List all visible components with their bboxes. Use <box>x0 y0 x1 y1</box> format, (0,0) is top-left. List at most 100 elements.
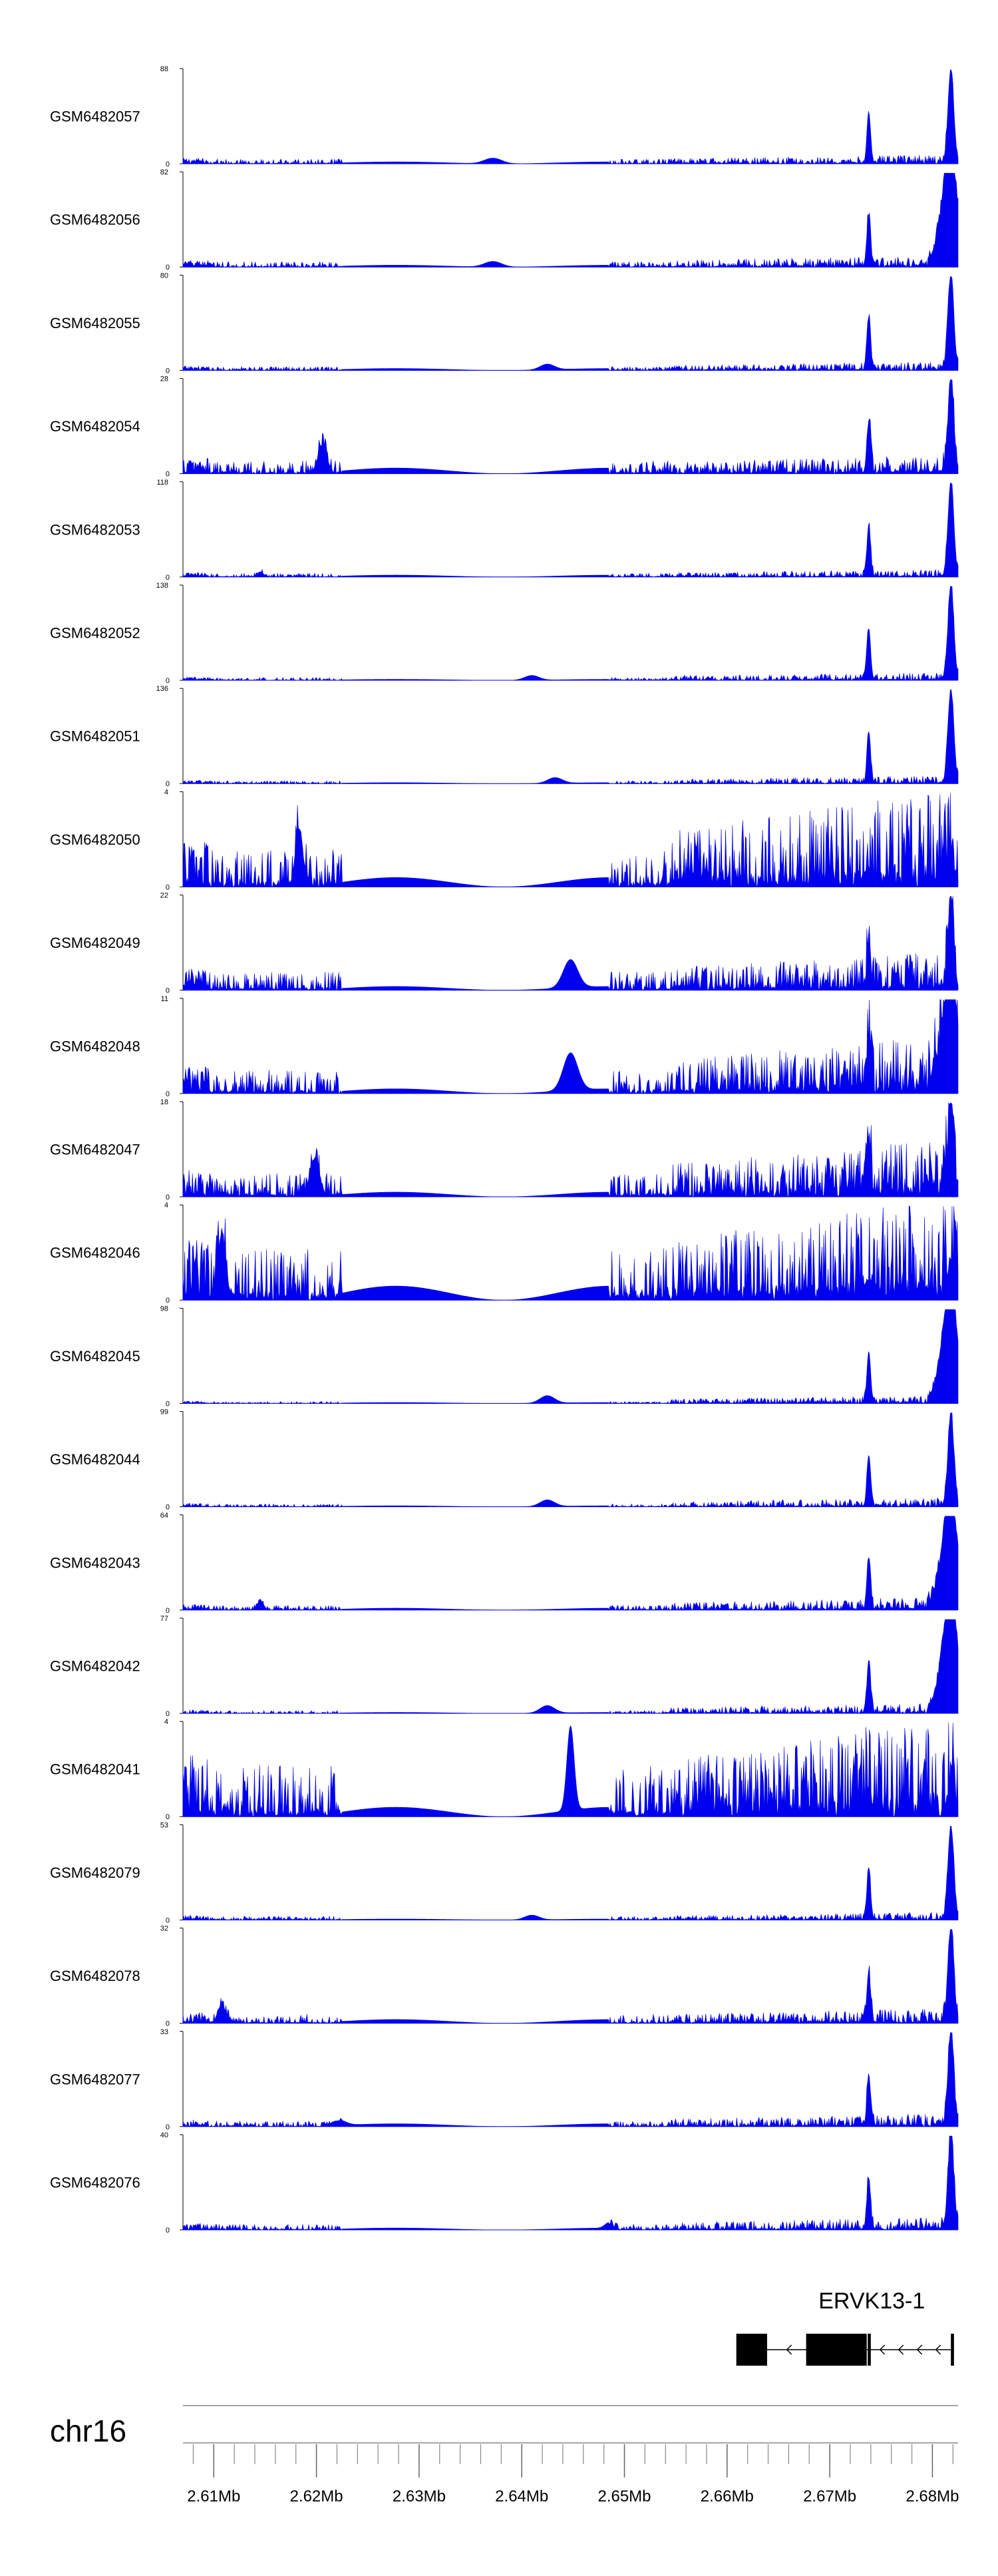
track-ymax-label: 40 <box>160 2131 168 2139</box>
gene-exon <box>868 2334 871 2366</box>
track-gsm6482051: 136 0 GSM6482051 <box>50 685 959 788</box>
track-label: GSM6482055 <box>50 315 140 331</box>
coverage-area <box>182 1102 959 1197</box>
track-ymin-label: 0 <box>166 1090 170 1098</box>
coverage-area <box>182 2135 959 2231</box>
track-ymin-label: 0 <box>166 1607 170 1615</box>
track-ymax-label: 99 <box>160 1408 168 1416</box>
track-ymax-label: 32 <box>160 1925 168 1933</box>
gene-exon <box>736 2334 767 2366</box>
track-ymax-label: 28 <box>160 375 168 383</box>
track-label: GSM6482079 <box>50 1864 140 1881</box>
coverage-area <box>182 69 959 164</box>
track-label: GSM6482077 <box>50 2071 140 2087</box>
track-gsm6482045: 98 0 GSM6482045 <box>50 1305 959 1408</box>
track-ymin-label: 0 <box>166 1400 170 1408</box>
track-gsm6482044: 99 0 GSM6482044 <box>50 1408 959 1512</box>
coverage-area <box>182 1723 959 1817</box>
track-ymin-label: 0 <box>166 471 170 479</box>
track-ymin-label: 0 <box>166 1813 170 1821</box>
axis-tick-label: 2.66Mb <box>701 2487 754 2505</box>
axis-tick-label: 2.61Mb <box>187 2487 240 2505</box>
coverage-area <box>182 1516 959 1611</box>
track-ymax-label: 118 <box>156 479 168 487</box>
coverage-area <box>182 1929 959 2024</box>
track-gsm6482050: 4 0 GSM6482050 <box>50 788 959 891</box>
gene-exon <box>806 2334 867 2366</box>
track-ymin-label: 0 <box>166 883 170 891</box>
genome-axis-track: chr16 2.61Mb 2.62Mb 2.63Mb 2.64Mb 2.65Mb 2.66… <box>50 2405 959 2505</box>
track-ymin-label: 0 <box>166 2123 170 2131</box>
track-gsm6482077: 33 0 GSM6482077 <box>50 2028 959 2131</box>
track-gsm6482076: 40 0 GSM6482076 <box>50 2131 959 2235</box>
track-ymax-label: 18 <box>160 1098 168 1106</box>
track-ymin-label: 0 <box>166 574 170 582</box>
coverage-tracks: 880GSM6482057820GSM6482056800GSM64820552… <box>50 65 959 2235</box>
track-gsm6482079: 53 0 GSM6482079 <box>50 1821 959 1924</box>
coverage-area <box>182 793 959 888</box>
track-label: GSM6482053 <box>50 521 140 538</box>
strand-arrow <box>916 2344 923 2355</box>
track-ymax-label: 4 <box>164 788 168 796</box>
coverage-area <box>182 689 959 785</box>
track-ymax-label: 22 <box>160 892 168 900</box>
coverage-area <box>182 276 959 371</box>
coverage-area <box>182 586 959 682</box>
axis-tick-label: 2.62Mb <box>290 2487 343 2505</box>
track-label: GSM6482048 <box>50 1038 140 1054</box>
strand-arrow <box>935 2344 941 2355</box>
track-gsm6482048: 11 0 GSM6482048 <box>50 995 959 1098</box>
track-gsm6482047: 18 0 GSM6482047 <box>50 1098 959 1201</box>
coverage-area <box>182 896 959 991</box>
track-gsm6482041: 4 0 GSM6482041 <box>50 1718 959 1821</box>
track-ymin-label: 0 <box>166 1297 170 1305</box>
track-label: GSM6482042 <box>50 1658 140 1675</box>
track-gsm6482042: 77 0 GSM6482042 <box>50 1615 959 1718</box>
coverage-area <box>182 2032 959 2127</box>
track-ymin-label: 0 <box>166 1916 170 1924</box>
track-ymin-label: 0 <box>166 987 170 995</box>
track-label: GSM6482052 <box>50 625 140 642</box>
axis-tick-label: 2.64Mb <box>495 2487 548 2505</box>
track-gsm6482046: 4 0 GSM6482046 <box>50 1201 959 1305</box>
track-ymax-label: 4 <box>164 1201 168 1209</box>
strand-arrow <box>898 2344 904 2355</box>
track-ymax-label: 4 <box>164 1718 168 1726</box>
gene-exon <box>951 2334 954 2366</box>
track-ymin-label: 0 <box>166 1710 170 1718</box>
track-ymax-label: 98 <box>160 1305 168 1313</box>
track-ymin-label: 0 <box>166 2020 170 2028</box>
chromosome-label: chr16 <box>50 2414 126 2448</box>
strand-arrow <box>879 2344 886 2355</box>
coverage-area <box>182 1619 959 1714</box>
coverage-area <box>182 379 959 475</box>
axis-tick-label: 2.67Mb <box>803 2487 856 2505</box>
track-label: GSM6482045 <box>50 1348 140 1365</box>
track-gsm6482052: 138 0 GSM6482052 <box>50 582 959 685</box>
track-gsm6482054: 28 0 GSM6482054 <box>50 375 959 479</box>
track-label: GSM6482047 <box>50 1142 140 1158</box>
track-ymin-label: 0 <box>166 2227 170 2235</box>
track-ymax-label: 82 <box>160 168 168 176</box>
track-gsm6482053: 118 0 GSM6482053 <box>50 479 959 582</box>
axis-tick-label: 2.65Mb <box>597 2487 651 2505</box>
track-ymax-label: 136 <box>156 685 168 693</box>
track-ymax-label: 88 <box>160 65 168 73</box>
strand-arrow <box>786 2344 792 2355</box>
track-gsm6482049: 22 0 GSM6482049 <box>50 892 959 995</box>
track-gsm6482057: 88 0 GSM6482057 <box>50 65 959 168</box>
coverage-area <box>182 172 959 268</box>
coverage-area <box>182 1826 959 1921</box>
track-gsm6482043: 64 0 GSM6482043 <box>50 1512 959 1615</box>
gene-model <box>736 2334 954 2366</box>
track-ymax-label: 80 <box>160 272 168 280</box>
track-ymin-label: 0 <box>166 780 170 788</box>
track-label: GSM6482054 <box>50 418 140 435</box>
coverage-area <box>182 483 959 578</box>
track-label: GSM6482056 <box>50 212 140 228</box>
track-label: GSM6482044 <box>50 1451 140 1468</box>
track-label: GSM6482049 <box>50 935 140 951</box>
track-gsm6482078: 32 0 GSM6482078 <box>50 1925 959 2028</box>
track-gsm6482055: 80 0 GSM6482055 <box>50 272 959 375</box>
